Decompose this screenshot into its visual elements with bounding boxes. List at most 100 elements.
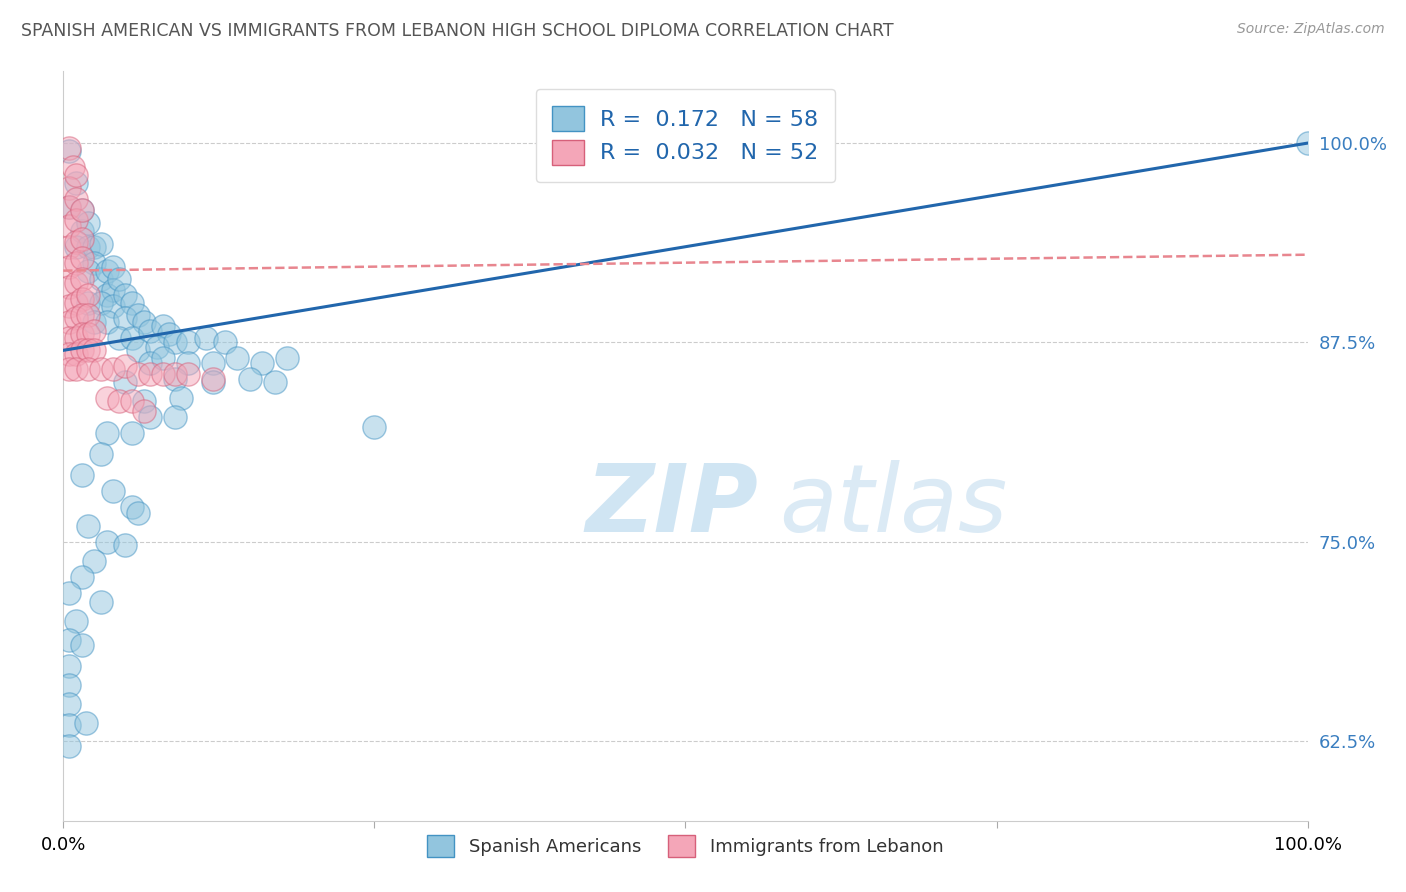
Point (108, 271, 131, 285)
Point (263, 376, 285, 390)
Point (121, 330, 143, 344)
Point (90, 236, 112, 251)
Point (77, 295, 100, 310)
Point (170, 391, 193, 405)
Point (90, 447, 112, 461)
Point (77, 240, 100, 254)
Point (96, 426, 118, 441)
Point (58, 141, 80, 155)
Point (90, 271, 112, 285)
Point (127, 343, 149, 358)
Point (134, 404, 156, 418)
Point (58, 144, 80, 158)
Point (58, 200, 80, 214)
Point (58, 330, 80, 344)
Point (101, 299, 124, 313)
Point (70, 232, 93, 246)
Point (121, 394, 143, 409)
Point (134, 315, 156, 329)
Point (96, 287, 118, 301)
Point (90, 362, 112, 376)
Point (139, 356, 162, 370)
Point (83, 554, 105, 568)
Point (65, 235, 87, 249)
Point (77, 216, 100, 230)
Point (134, 394, 156, 409)
Point (70, 327, 93, 342)
Point (101, 260, 124, 275)
Point (1296, 136, 1319, 150)
Point (139, 410, 162, 425)
Point (101, 283, 124, 297)
Point (58, 633, 80, 648)
Point (152, 368, 174, 382)
Point (121, 295, 143, 310)
Point (58, 678, 80, 692)
Point (96, 263, 118, 277)
Point (65, 168, 87, 182)
Point (152, 351, 174, 366)
Point (114, 311, 136, 326)
Point (252, 356, 274, 370)
Point (65, 362, 87, 376)
Point (239, 372, 262, 386)
Point (83, 315, 105, 329)
Point (201, 372, 224, 386)
Point (58, 718, 80, 732)
Text: SPANISH AMERICAN VS IMMIGRANTS FROM LEBANON HIGH SCHOOL DIPLOMA CORRELATION CHAR: SPANISH AMERICAN VS IMMIGRANTS FROM LEBA… (21, 22, 894, 40)
Point (226, 351, 249, 366)
Point (121, 500, 143, 514)
Point (77, 518, 100, 533)
Point (58, 240, 80, 254)
Point (114, 287, 136, 301)
Point (58, 260, 80, 275)
Point (83, 240, 105, 254)
Point (65, 240, 87, 254)
Point (177, 368, 200, 382)
Point (214, 335, 236, 350)
Point (77, 327, 100, 342)
Point (58, 659, 80, 673)
Point (83, 255, 105, 269)
Point (77, 263, 100, 277)
Point (70, 638, 93, 652)
Point (70, 202, 93, 217)
Point (58, 739, 80, 753)
Point (165, 368, 187, 382)
Point (77, 287, 100, 301)
Point (65, 311, 87, 326)
Point (58, 180, 80, 194)
Point (58, 200, 80, 214)
Point (114, 376, 136, 390)
Point (58, 698, 80, 712)
Point (83, 324, 105, 338)
Point (96, 534, 118, 549)
Point (65, 615, 87, 629)
Point (152, 319, 174, 334)
Point (114, 359, 136, 374)
Point (101, 362, 124, 376)
Point (58, 585, 80, 599)
Point (70, 467, 93, 482)
Point (65, 346, 87, 360)
Point (90, 295, 112, 310)
Point (127, 506, 149, 520)
Point (101, 483, 124, 498)
Point (77, 308, 100, 322)
Legend: Spanish Americans, Immigrants from Lebanon: Spanish Americans, Immigrants from Leban… (420, 828, 950, 864)
Point (201, 356, 224, 370)
Point (77, 362, 100, 376)
Point (65, 176, 87, 190)
Point (96, 315, 118, 329)
Point (58, 315, 80, 329)
Point (58, 299, 80, 313)
Point (145, 340, 167, 354)
Point (77, 343, 100, 358)
Point (165, 335, 187, 350)
Text: ZIP: ZIP (586, 460, 759, 552)
Point (201, 376, 224, 390)
Point (363, 420, 385, 434)
Point (139, 368, 162, 382)
Point (65, 330, 87, 344)
Text: atlas: atlas (779, 460, 1007, 551)
